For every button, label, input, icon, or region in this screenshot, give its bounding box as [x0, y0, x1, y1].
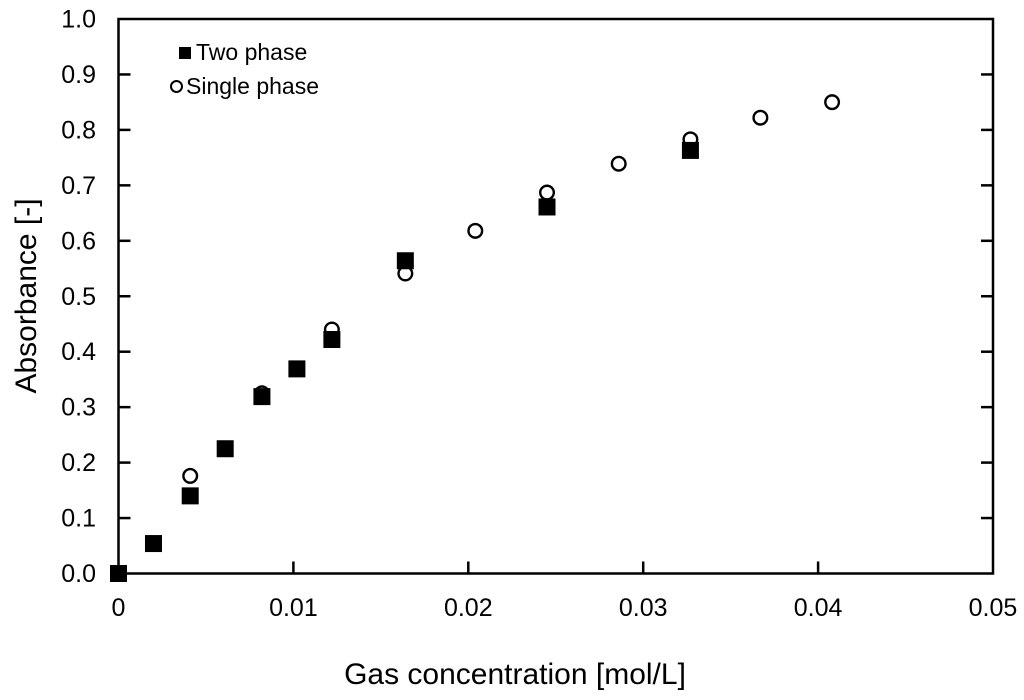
- y-tick-label: 0.1: [61, 505, 96, 533]
- x-tick-label: 0.04: [794, 594, 843, 622]
- data-point-two-phase: [538, 198, 556, 216]
- x-tick-label: 0.03: [619, 594, 668, 622]
- legend-label-two-phase: Two phase: [196, 39, 308, 65]
- y-tick-label: 1.0: [61, 6, 96, 34]
- plot-border: [117, 17, 995, 575]
- y-tick-label: 0.2: [61, 449, 96, 477]
- open-circle-marker-icon: [170, 80, 183, 93]
- data-point-single-phase: [824, 94, 841, 111]
- x-tick-label: 0: [112, 594, 126, 622]
- y-tick-label: 0.3: [61, 394, 96, 422]
- data-point-single-phase: [752, 109, 769, 126]
- data-point-two-phase: [144, 535, 162, 553]
- data-point-single-phase: [467, 222, 484, 239]
- y-tick-label: 0.0: [61, 560, 96, 588]
- y-axis-title: Absorbance [-]: [10, 198, 43, 393]
- data-point-single-phase: [539, 184, 556, 201]
- legend-item-single-phase: Single phase: [170, 74, 319, 99]
- y-tick-label: 0.9: [61, 61, 96, 89]
- x-axis-title: Gas concentration [mol/L]: [344, 658, 686, 691]
- filled-square-marker-icon: [179, 46, 191, 59]
- y-tick-label: 0.7: [61, 172, 96, 200]
- x-tick-label: 0.01: [269, 594, 318, 622]
- data-point-two-phase: [681, 141, 699, 159]
- data-point-two-phase: [288, 360, 306, 378]
- legend-item-two-phase: Two phase: [170, 40, 319, 65]
- data-point-two-phase: [216, 440, 234, 458]
- legend-label-single-phase: Single phase: [186, 73, 319, 99]
- x-tick-label: 0.05: [969, 594, 1018, 622]
- y-tick-label: 0.4: [61, 338, 96, 366]
- data-point-two-phase: [181, 487, 199, 505]
- y-tick-label: 0.6: [61, 227, 96, 255]
- data-point-single-phase: [610, 155, 627, 172]
- x-tick-label: 0.02: [444, 594, 493, 622]
- data-point-two-phase: [323, 331, 341, 349]
- data-point-two-phase: [253, 388, 271, 406]
- y-tick-label: 0.5: [61, 283, 96, 311]
- data-point-single-phase: [182, 467, 199, 484]
- legend: Two phase Single phase: [170, 40, 319, 99]
- data-point-two-phase: [110, 565, 127, 582]
- data-point-two-phase: [396, 252, 414, 270]
- y-tick-label: 0.8: [61, 116, 96, 144]
